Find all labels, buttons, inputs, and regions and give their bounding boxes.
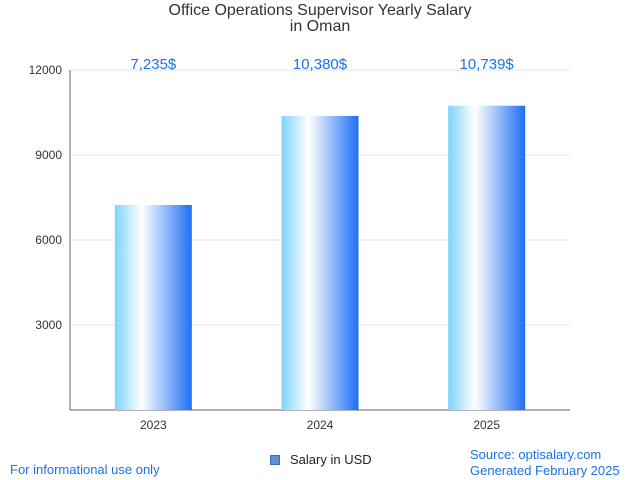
- chart-title: Office Operations Supervisor Yearly Sala…: [0, 3, 640, 35]
- bar-2023: [114, 205, 192, 410]
- legend-swatch: [270, 454, 280, 465]
- bar-2024: [281, 115, 359, 411]
- data-label-2025: 10,739$: [460, 56, 515, 73]
- generated-text: Generated February 2025: [470, 463, 620, 478]
- y-tick-label: 3000: [35, 318, 62, 332]
- axes: 3000 6000 9000 12000: [29, 63, 570, 411]
- x-tick-label: 2023: [140, 418, 167, 432]
- bars: [114, 105, 526, 411]
- source-text: Source: optisalary.com: [470, 447, 602, 462]
- x-tick-label: 2025: [473, 418, 500, 432]
- chart-title-line2: in Oman: [289, 18, 351, 35]
- data-label-2023: 7,235$: [130, 56, 177, 73]
- y-tick-label: 6000: [35, 233, 62, 247]
- chart-title-line1: Office Operations Supervisor Yearly Sala…: [168, 2, 472, 19]
- data-label-2024: 10,380$: [293, 56, 348, 73]
- bar-2025: [448, 105, 526, 410]
- source-info: Source: optisalary.com Generated Februar…: [470, 447, 620, 479]
- x-tick-label: 2024: [307, 418, 334, 432]
- legend: Salary in USD: [270, 452, 372, 467]
- y-tick-label: 9000: [35, 148, 62, 162]
- y-tick-label: 12000: [29, 63, 63, 77]
- disclaimer-text: For informational use only: [10, 462, 160, 477]
- legend-label: Salary in USD: [290, 452, 372, 467]
- labels: 2023 7,235$ 2024 10,380$ 2025 10,739$: [130, 56, 514, 432]
